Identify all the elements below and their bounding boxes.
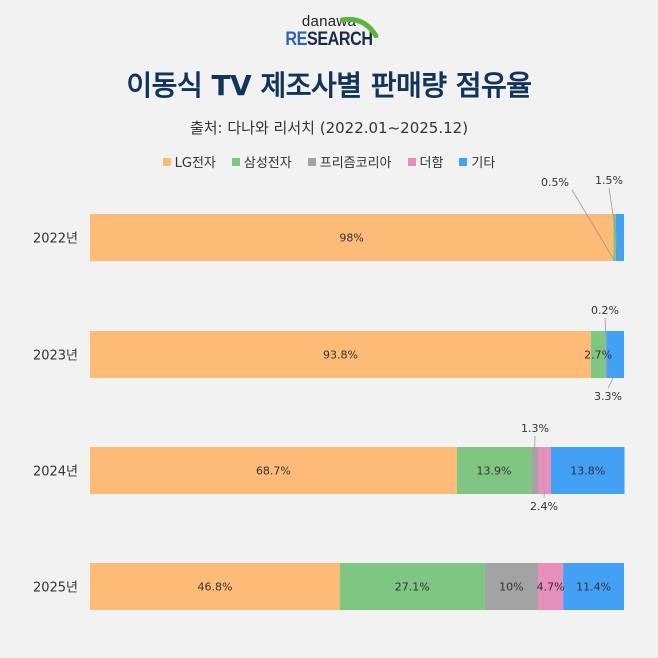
legend-swatch bbox=[162, 157, 171, 166]
bar-segment bbox=[615, 214, 624, 261]
bar-segment bbox=[563, 563, 624, 610]
data-label: 10% bbox=[499, 581, 523, 594]
legend-swatch bbox=[459, 157, 468, 166]
legend-swatch bbox=[231, 157, 240, 166]
data-label: 2.7% bbox=[584, 349, 612, 362]
legend-item: LG전자 bbox=[162, 152, 216, 171]
bar-segment bbox=[538, 447, 551, 494]
bar-segment bbox=[605, 331, 607, 378]
bar-segment bbox=[90, 563, 340, 610]
bar-segment bbox=[531, 447, 539, 494]
bar-segment bbox=[484, 563, 539, 610]
legend-item: 삼성전자 bbox=[231, 152, 292, 171]
legend-label: 기타 bbox=[471, 156, 496, 171]
legend-item: 더함 bbox=[407, 152, 444, 171]
chart-subtitle: 출처: 다나와 리서치 (2022.01~2025.12) bbox=[189, 119, 469, 137]
legend-label: 더함 bbox=[419, 156, 444, 171]
callout-label: 1.5% bbox=[595, 174, 623, 187]
legend-label: LG전자 bbox=[174, 156, 216, 171]
bar-segment bbox=[90, 331, 591, 378]
legend-swatch bbox=[307, 157, 316, 166]
callout-leader-line bbox=[604, 317, 607, 336]
y-tick-label: 2023년 bbox=[33, 349, 78, 364]
data-label: 46.8% bbox=[197, 581, 232, 594]
legend-item: 기타 bbox=[459, 152, 495, 171]
bar-segment bbox=[606, 331, 624, 378]
data-label: 98% bbox=[339, 232, 363, 245]
callout-leader-line bbox=[607, 373, 616, 389]
data-label: 68.7% bbox=[256, 465, 291, 478]
callout-leader-line bbox=[571, 189, 615, 262]
callout-label: 3.3% bbox=[594, 390, 622, 403]
data-label: 4.7% bbox=[537, 581, 565, 594]
legend-label: 프리즘코리아 bbox=[319, 156, 392, 171]
legend-label: 삼성전자 bbox=[243, 156, 292, 171]
chart-title: 이동식 TV 제조사별 판매량 점유율 bbox=[126, 69, 532, 102]
data-label: 13.8% bbox=[570, 465, 605, 478]
logo-arc-icon bbox=[340, 16, 379, 38]
data-label: 27.1% bbox=[395, 581, 430, 594]
data-label: 11.4% bbox=[576, 581, 611, 594]
bar-segment bbox=[339, 563, 485, 610]
legend-swatch bbox=[407, 157, 416, 166]
bar-segment bbox=[613, 214, 616, 261]
logo-research: RESEARCH bbox=[285, 29, 373, 50]
y-tick-label: 2022년 bbox=[33, 232, 78, 247]
data-label: 93.8% bbox=[323, 349, 358, 362]
legend: LG전자 삼성전자 프리즘코리아 더함 기타 bbox=[0, 152, 658, 171]
y-tick-label: 2025년 bbox=[33, 581, 78, 596]
callout-leader-line bbox=[608, 187, 621, 262]
callout-label: 2.4% bbox=[530, 500, 558, 513]
legend-item: 프리즘코리아 bbox=[307, 152, 392, 171]
bar-segment bbox=[90, 447, 457, 494]
bar-segment bbox=[590, 331, 606, 378]
bar-segment bbox=[90, 214, 614, 261]
bar-segment bbox=[538, 563, 564, 610]
callout-label: 1.3% bbox=[521, 422, 549, 435]
callout-label: 0.5% bbox=[541, 176, 569, 189]
bar-segment bbox=[550, 447, 625, 494]
callout-label: 0.2% bbox=[591, 304, 619, 317]
data-label: 13.9% bbox=[476, 465, 511, 478]
bar-segment bbox=[456, 447, 532, 494]
y-tick-label: 2024년 bbox=[33, 465, 78, 480]
